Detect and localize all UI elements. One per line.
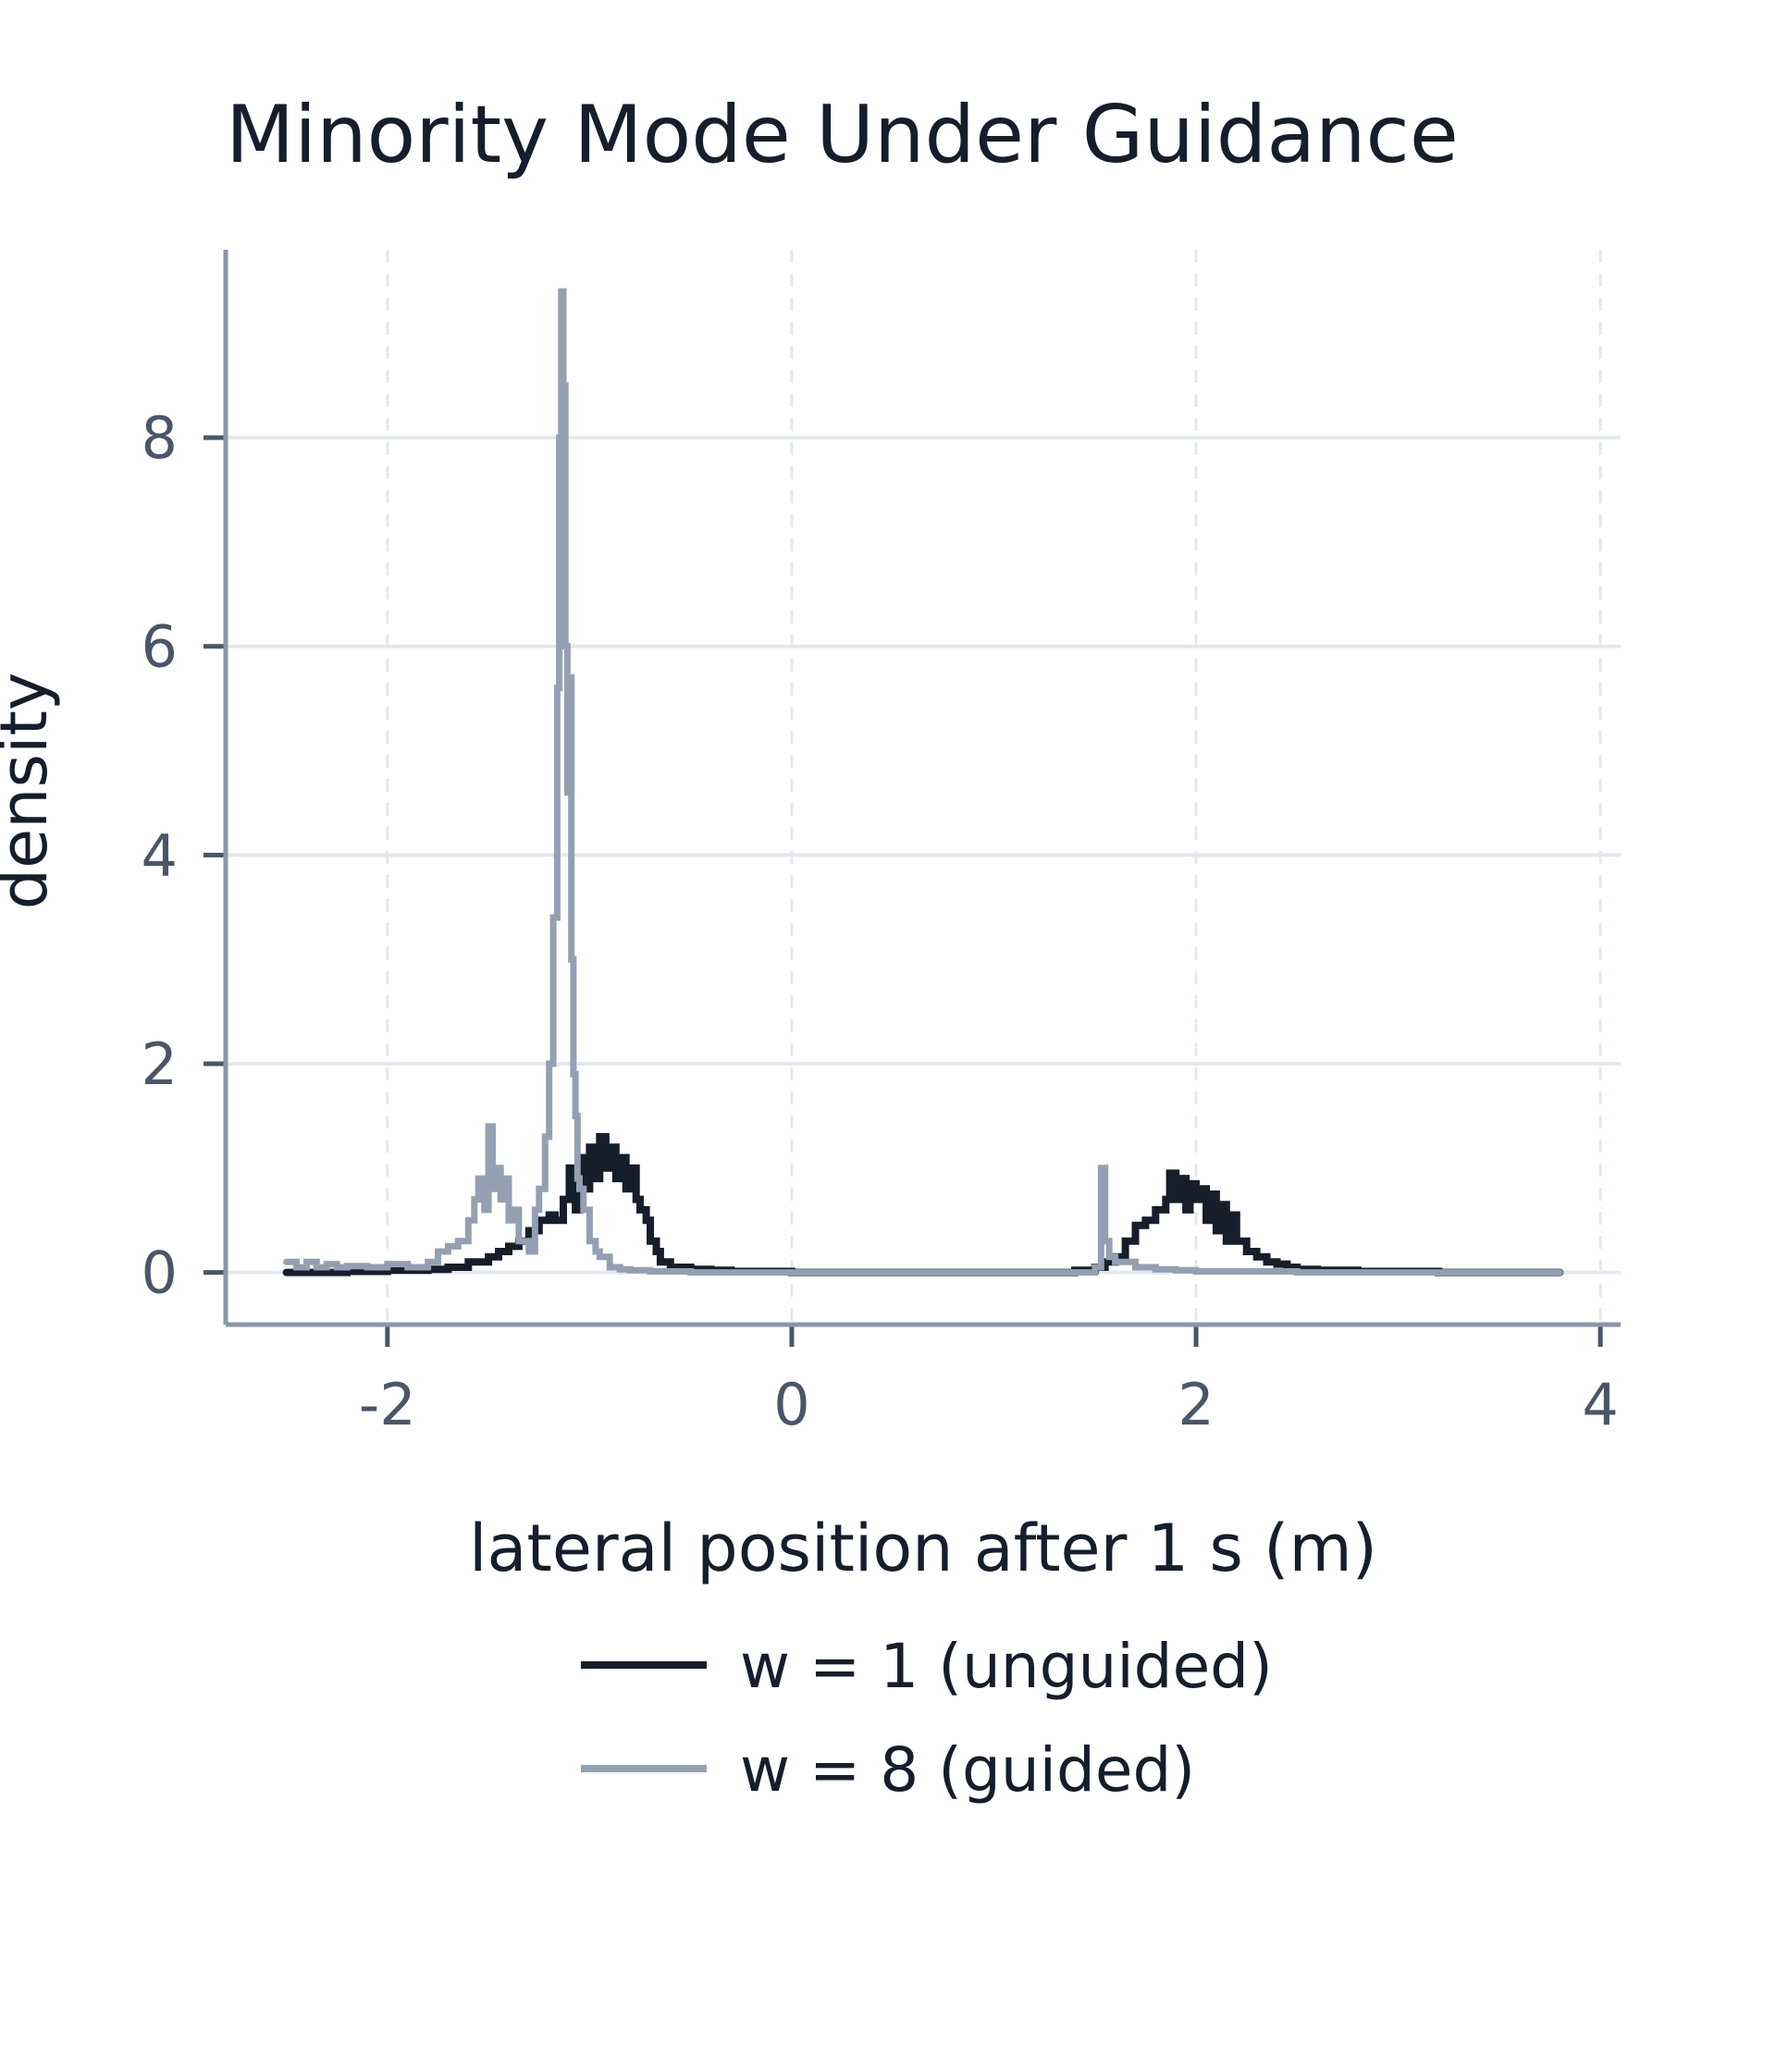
x-tick-label: 0 bbox=[773, 1371, 809, 1438]
legend-label: w = 8 (guided) bbox=[740, 1734, 1195, 1806]
legend: w = 1 (unguided) w = 8 (guided) bbox=[581, 1631, 1273, 1806]
legend-label: w = 1 (unguided) bbox=[740, 1631, 1273, 1702]
x-axis-label: lateral position after 1 s (m) bbox=[469, 1511, 1377, 1586]
x-tick-label: 2 bbox=[1178, 1371, 1214, 1438]
chart-title: Minority Mode Under Guidance bbox=[226, 89, 1459, 181]
x-tick-label: -2 bbox=[359, 1371, 416, 1438]
series-line-guided bbox=[283, 288, 1563, 1276]
y-tick-label: 8 bbox=[142, 404, 178, 472]
y-tick-label: 2 bbox=[142, 1030, 178, 1098]
y-tick-label: 0 bbox=[142, 1240, 178, 1307]
x-tick-label: 4 bbox=[1582, 1371, 1618, 1438]
axes: 0 2 4 6 8 -2 0 2 4 bbox=[142, 250, 1621, 1438]
series-layer bbox=[282, 288, 1564, 1276]
y-tick-label: 4 bbox=[142, 821, 178, 889]
grid bbox=[226, 250, 1621, 1325]
y-tick-label: 6 bbox=[142, 613, 178, 681]
y-axis-label: density bbox=[0, 672, 62, 910]
